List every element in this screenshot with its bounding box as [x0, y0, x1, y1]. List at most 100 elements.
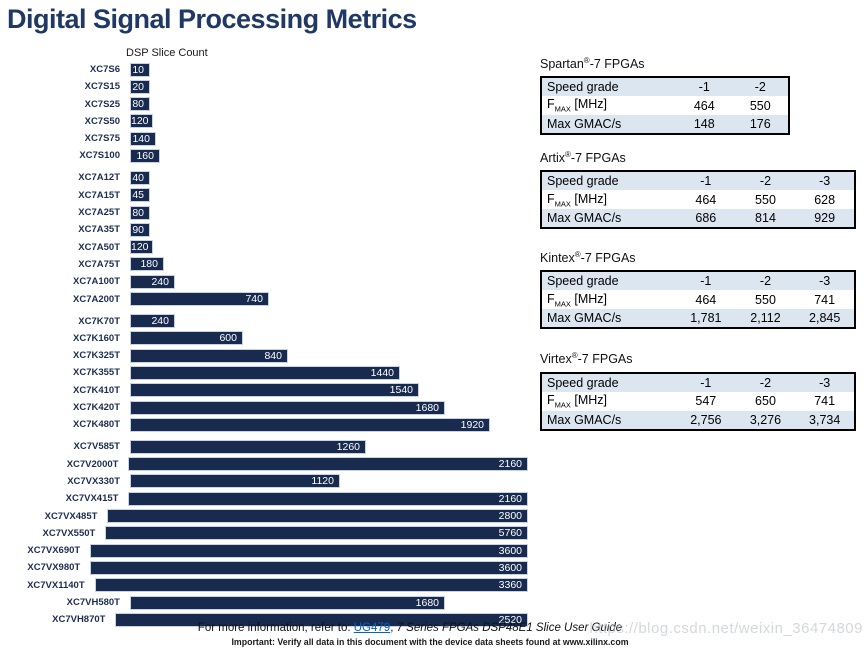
bar-value-label: 80	[132, 98, 144, 111]
part-label: XC7K355T	[73, 367, 120, 379]
speed-grade-value: -1	[700, 375, 712, 390]
bar-value-label: 240	[151, 275, 169, 288]
bar-row: XC7VX330T 1120	[8, 474, 528, 489]
fmax-value: 550	[755, 292, 776, 307]
fpga-table-block-kintex: Kintex®-7 FPGAs Speed grade -1 -2 -3 FMAX [MH…	[540, 250, 862, 330]
bar-row: XC7A12T 40	[8, 170, 528, 185]
speed-grade-label: Speed grade	[547, 80, 619, 95]
gmac-value: 176	[749, 117, 771, 132]
bar: 1440	[130, 365, 400, 380]
part-label: XC7A100T	[73, 276, 120, 288]
bar-value-label: 240	[151, 315, 169, 328]
fmax-value: 550	[749, 98, 771, 113]
bar-value-label: 120	[131, 115, 149, 128]
footer-disclaimer: Important: Verify all data in this docum…	[231, 637, 629, 647]
bar-value-label: 1680	[415, 401, 439, 414]
bar-row: XC7S50 120	[8, 114, 528, 129]
speed-grade-row: Speed grade -1 -2 -3	[541, 372, 855, 392]
bar-value-label: 45	[132, 189, 144, 202]
bar-value-label: 5760	[498, 527, 522, 540]
bar-value-label: 180	[140, 258, 158, 271]
bar: 1920	[130, 417, 490, 432]
fmax-row: FMAX [MHz] 464 550 628	[541, 190, 855, 209]
bar: 40	[130, 170, 150, 185]
gmac-row: Max GMAC/s 2,756 3,276 3,734	[541, 410, 855, 430]
fpga-tables: Spartan®-7 FPGAs Speed grade -1 -2 FMAX [MHz…	[540, 56, 862, 431]
fmax-label: FMAX [MHz]	[547, 97, 608, 114]
table-title-rest: -7 FPGAs	[580, 251, 636, 266]
speed-grade-row: Speed grade -1 -2 -3	[541, 171, 855, 191]
speed-grade-row: Speed grade -1 -2 -3	[541, 271, 855, 291]
bar: 20	[130, 79, 150, 94]
bar: 3360	[94, 578, 528, 593]
bar-value-label: 2160	[498, 458, 522, 471]
table-title: Spartan®-7 FPGAs	[540, 56, 862, 71]
registered-trademark-symbol: ®	[574, 250, 581, 260]
fmax-row: FMAX [MHz] 464 550 741	[541, 290, 855, 309]
part-label: XC7V585T	[73, 441, 120, 453]
part-label: XC7A50T	[78, 241, 120, 253]
bar: 120	[130, 114, 153, 129]
footer-reference-prefix: For more information, refer to:	[197, 622, 354, 634]
table-title-rest: -7 FPGAs	[577, 352, 633, 367]
bar-value-label: 2160	[498, 492, 522, 505]
part-label: XC7VX980T	[27, 562, 81, 574]
gmac-value: 2,756	[690, 412, 722, 427]
bar-value-label: 1920	[460, 418, 484, 431]
bar: 1540	[130, 383, 419, 398]
part-label: XC7S15	[84, 81, 120, 93]
bar-row: XC7K325T 840	[8, 348, 528, 363]
part-label: XC7S50	[84, 115, 120, 127]
bar-row: XC7K410T 1540	[8, 383, 528, 398]
speed-grade-label: Speed grade	[547, 375, 619, 390]
fmax-subscript: MAX	[554, 199, 571, 209]
bar: 90	[130, 222, 150, 237]
gmac-value: 686	[695, 211, 717, 226]
bar: 600	[130, 331, 243, 346]
watermark-url: https://blog.csdn.net/weixin_36474809	[589, 620, 863, 637]
fpga-spec-table: Speed grade -1 -2 -3 FMAX [MHz] 464 550 741 Max …	[540, 270, 856, 330]
bar-row: XC7K480T 1920	[8, 417, 528, 432]
speed-grade-value: -2	[759, 274, 772, 289]
footer-document-title: 7 Series FPGAs DSP48E1 Slice User Guide	[396, 622, 623, 634]
fmax-subscript: MAX	[554, 299, 571, 309]
bar-row: XC7V2000T 2160	[8, 457, 528, 472]
fmax-label: FMAX [MHz]	[547, 392, 608, 410]
fmax-value: 547	[695, 394, 717, 409]
bar: 80	[130, 97, 150, 112]
table-title-name: Spartan	[540, 57, 584, 72]
bar: 1260	[130, 439, 366, 454]
bar-value-label: 3600	[498, 544, 522, 557]
footer-reference-separator: ,	[390, 622, 397, 634]
bar-value-label: 90	[132, 223, 144, 236]
bar: 160	[130, 148, 160, 163]
bar-row: XC7S25 80	[8, 97, 528, 112]
gmac-value: 3,734	[809, 412, 841, 427]
bar: 10	[130, 62, 150, 77]
table-title-name: Artix	[540, 151, 565, 166]
bar: 3600	[90, 543, 528, 558]
bar-row: XC7S75 140	[8, 131, 528, 146]
bar-value-label: 1120	[311, 475, 334, 488]
part-label: XC7A200T	[73, 293, 120, 305]
fmax-value: 650	[755, 394, 776, 409]
bar: 1680	[130, 400, 445, 415]
ug479-link[interactable]: UG479	[353, 622, 391, 634]
table-title-rest: -7 FPGAs	[589, 57, 645, 72]
part-label: XC7VX550T	[42, 527, 96, 539]
bar-row: XC7A25T 80	[8, 205, 528, 220]
part-label: XC7A12T	[78, 172, 120, 184]
bar-value-label: 600	[219, 332, 237, 345]
part-label: XC7S25	[84, 98, 120, 110]
bar: 2800	[107, 509, 528, 524]
speed-grade-label: Speed grade	[547, 274, 619, 289]
bar-row: XC7VX550T 5760	[8, 526, 528, 541]
fmax-value: 741	[814, 292, 836, 307]
part-label: XC7K325T	[73, 350, 120, 362]
fpga-spec-table: Speed grade -1 -2 -3 FMAX [MHz] 547 650 741 Max …	[540, 371, 856, 431]
fmax-label: FMAX [MHz]	[547, 191, 608, 209]
fmax-row: FMAX [MHz] 464 550	[541, 96, 789, 115]
bar-value-label: 840	[264, 349, 282, 362]
bar-value-label: 120	[131, 241, 149, 254]
